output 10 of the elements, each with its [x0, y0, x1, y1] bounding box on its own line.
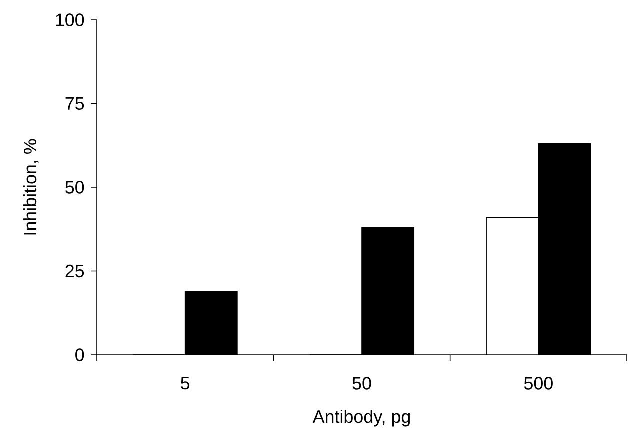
y-axis-title: Inhibition, %	[23, 139, 39, 235]
y-tick-label: 75	[66, 97, 84, 110]
x-axis-title: Antibody, pg	[312, 410, 410, 427]
x-tick-label: 500	[524, 377, 553, 390]
y-tick-label: 0	[76, 348, 84, 362]
y-tick-label: 25	[66, 264, 84, 278]
x-tick-label: 50	[352, 377, 372, 390]
y-tick-label: 100	[56, 14, 84, 26]
y-tick-label: 50	[66, 181, 84, 194]
x-tick-label: 5	[181, 377, 190, 390]
